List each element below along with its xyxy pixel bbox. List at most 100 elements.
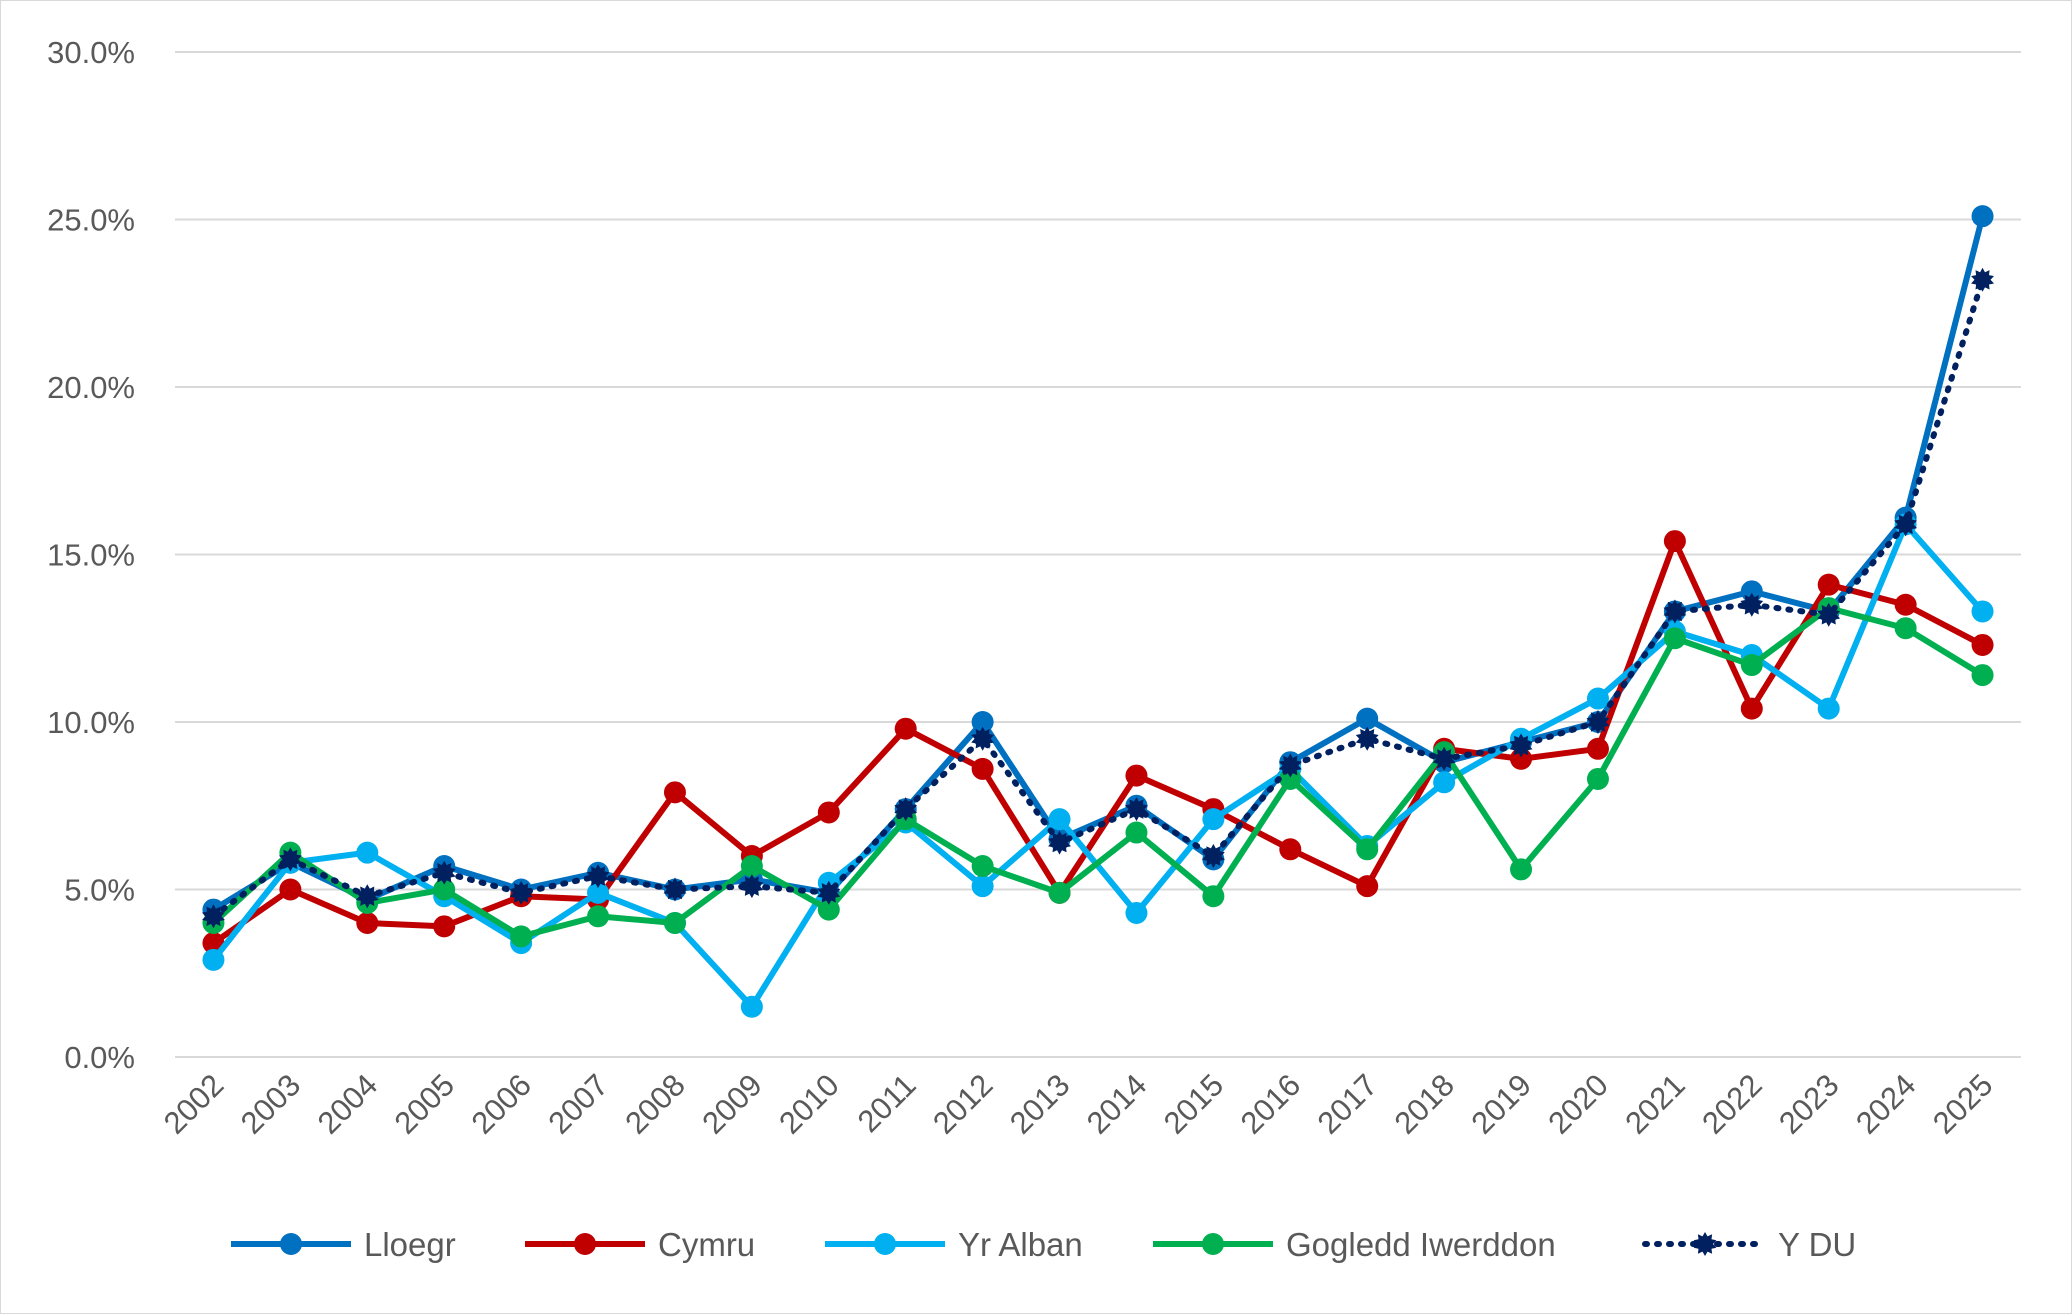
data-point bbox=[1279, 838, 1302, 861]
x-tick-label: 2003 bbox=[234, 1067, 308, 1141]
data-point bbox=[279, 847, 302, 872]
data-point bbox=[1817, 573, 1840, 596]
data-point bbox=[279, 878, 302, 901]
x-tick-label: 2007 bbox=[541, 1067, 615, 1141]
data-point bbox=[510, 925, 533, 948]
data-point bbox=[1510, 858, 1533, 881]
y-tick-label: 25.0% bbox=[47, 203, 135, 238]
series-line bbox=[211, 521, 1985, 1010]
data-point bbox=[817, 801, 840, 824]
data-point bbox=[356, 841, 379, 864]
data-point bbox=[1278, 753, 1302, 778]
x-tick-label: 2010 bbox=[772, 1067, 846, 1141]
data-point bbox=[1971, 633, 1994, 656]
data-point bbox=[1048, 830, 1071, 855]
x-tick-label: 2018 bbox=[1388, 1067, 1462, 1141]
data-point bbox=[1356, 707, 1379, 730]
data-point bbox=[1894, 593, 1917, 616]
legend-label: Lloegr bbox=[364, 1226, 456, 1263]
x-tick-label: 2009 bbox=[695, 1067, 769, 1141]
y-tick-label: 10.0% bbox=[47, 705, 135, 740]
legend-marker bbox=[874, 1233, 896, 1255]
data-point bbox=[1740, 654, 1763, 677]
y-tick-label: 20.0% bbox=[47, 370, 135, 405]
legend-item-y-du: Y DU bbox=[1642, 1226, 1856, 1263]
data-point bbox=[1971, 600, 1994, 623]
series-lloegr bbox=[202, 205, 1994, 921]
series-line bbox=[210, 276, 1986, 920]
x-tick-label: 2023 bbox=[1772, 1067, 1846, 1141]
x-tick-label: 2019 bbox=[1464, 1067, 1538, 1141]
data-point bbox=[740, 855, 763, 878]
data-point bbox=[1125, 797, 1148, 822]
x-tick-label: 2008 bbox=[618, 1067, 692, 1141]
data-point bbox=[971, 726, 994, 751]
x-tick-label: 2025 bbox=[1926, 1067, 2000, 1141]
x-tick-label: 2024 bbox=[1849, 1067, 1923, 1141]
legend-item-cymru: Cymru bbox=[525, 1226, 755, 1263]
series-group bbox=[202, 205, 1994, 1018]
legend-marker bbox=[574, 1233, 596, 1255]
data-point bbox=[1125, 764, 1148, 787]
data-point bbox=[1202, 844, 1225, 868]
data-point bbox=[894, 717, 917, 740]
data-point bbox=[740, 995, 763, 1018]
data-point bbox=[432, 860, 456, 885]
data-point bbox=[1356, 875, 1379, 898]
series-line bbox=[211, 538, 1984, 946]
data-point bbox=[509, 880, 533, 905]
data-point bbox=[1048, 808, 1071, 831]
y-tick-label: 15.0% bbox=[47, 538, 135, 573]
data-point bbox=[1586, 710, 1610, 734]
x-tick-label: 2012 bbox=[926, 1067, 1000, 1141]
y-tick-label: 5.0% bbox=[64, 873, 135, 908]
y-tick-label: 30.0% bbox=[47, 35, 135, 70]
data-point bbox=[1125, 821, 1148, 844]
x-tick-label: 2015 bbox=[1157, 1067, 1231, 1141]
x-tick-label: 2014 bbox=[1080, 1067, 1154, 1141]
data-point bbox=[1663, 530, 1686, 553]
data-point bbox=[1356, 838, 1379, 861]
data-point bbox=[433, 915, 456, 938]
legend-label: Y DU bbox=[1778, 1226, 1856, 1263]
data-point bbox=[1432, 746, 1456, 771]
x-tick-label: 2022 bbox=[1695, 1067, 1769, 1141]
data-point bbox=[971, 855, 994, 878]
data-point bbox=[1663, 627, 1686, 650]
data-point bbox=[1740, 592, 1764, 617]
data-point bbox=[1894, 512, 1917, 537]
data-point bbox=[971, 757, 994, 780]
data-point bbox=[1355, 726, 1379, 751]
data-point bbox=[1586, 767, 1609, 790]
data-point bbox=[1817, 697, 1840, 720]
legend-label: Yr Alban bbox=[958, 1226, 1083, 1263]
data-point bbox=[1509, 733, 1533, 758]
data-point bbox=[356, 912, 379, 934]
data-point bbox=[1663, 599, 1687, 624]
data-point bbox=[1586, 687, 1609, 710]
data-point bbox=[355, 884, 379, 909]
gridlines bbox=[175, 51, 2021, 1058]
data-point bbox=[1894, 617, 1917, 640]
y-axis: 0.0% 5.0% 10.0% 15.0% 20.0% 25.0% 30.0% bbox=[47, 35, 135, 1075]
data-point bbox=[1740, 697, 1763, 720]
x-tick-label: 2013 bbox=[1003, 1067, 1077, 1141]
series-line bbox=[211, 215, 1986, 913]
y-tick-label: 0.0% bbox=[64, 1040, 135, 1075]
data-point bbox=[1971, 664, 1994, 687]
x-tick-label: 2005 bbox=[388, 1067, 462, 1141]
legend-label: Cymru bbox=[658, 1226, 755, 1263]
data-point bbox=[1586, 737, 1609, 760]
legend: Lloegr Cymru Yr Alban Gogledd Iwerddon Y DU bbox=[231, 1226, 1856, 1263]
x-axis: 2002 2003 2004 2005 2006 2007 2008 2009 2010 2011… bbox=[157, 1067, 2000, 1141]
data-point bbox=[433, 878, 456, 901]
x-tick-label: 2016 bbox=[1234, 1067, 1308, 1141]
data-point bbox=[971, 711, 994, 733]
data-point bbox=[587, 905, 610, 928]
legend-marker bbox=[1202, 1233, 1224, 1255]
data-point bbox=[663, 912, 686, 934]
data-point bbox=[586, 864, 610, 889]
data-point bbox=[1202, 808, 1225, 831]
